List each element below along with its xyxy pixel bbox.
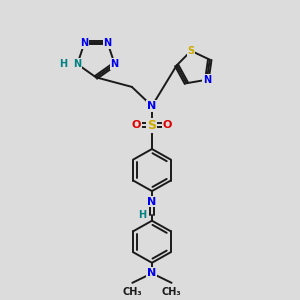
Text: CH₃: CH₃ — [162, 287, 182, 297]
Text: N: N — [103, 38, 112, 48]
Text: S: S — [148, 118, 157, 132]
Text: N: N — [147, 268, 157, 278]
Text: H: H — [138, 210, 146, 220]
Text: O: O — [132, 120, 141, 130]
Text: N: N — [147, 101, 157, 111]
Text: N: N — [80, 38, 88, 48]
Text: CH₃: CH₃ — [122, 287, 142, 297]
Text: O: O — [163, 120, 172, 130]
Text: N: N — [111, 59, 119, 69]
Text: N: N — [203, 75, 211, 85]
Text: H: H — [59, 59, 68, 69]
Text: S: S — [188, 46, 195, 56]
Text: N: N — [147, 196, 157, 207]
Text: N: N — [73, 59, 81, 69]
